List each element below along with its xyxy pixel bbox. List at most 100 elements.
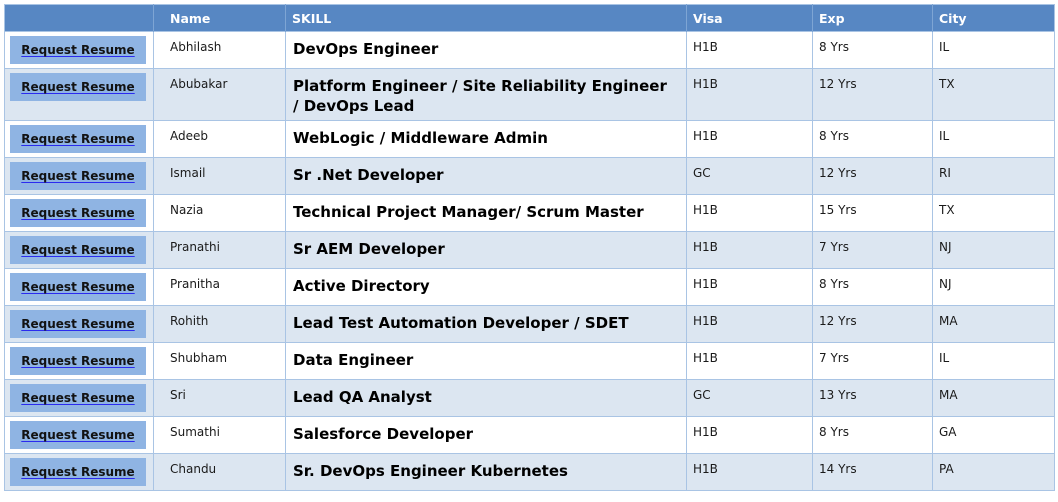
- visa-cell: H1B: [686, 268, 813, 306]
- name-cell: Pranitha: [153, 268, 286, 306]
- visa-cell: H1B: [686, 194, 813, 232]
- column-header-action: [4, 4, 154, 32]
- request-resume-cell: Request Resume: [4, 194, 154, 232]
- column-header-visa: Visa: [686, 4, 813, 32]
- skill-cell: Data Engineer: [285, 342, 687, 380]
- skill-cell: WebLogic / Middleware Admin: [285, 120, 687, 158]
- exp-cell: 12 Yrs: [812, 305, 933, 343]
- name-cell: Sumathi: [153, 416, 286, 454]
- visa-cell: H1B: [686, 68, 813, 121]
- request-resume-cell: Request Resume: [4, 31, 154, 69]
- exp-cell: 14 Yrs: [812, 453, 933, 491]
- request-resume-cell: Request Resume: [4, 416, 154, 454]
- name-cell: Pranathi: [153, 231, 286, 269]
- skill-cell: DevOps Engineer: [285, 31, 687, 69]
- visa-cell: H1B: [686, 305, 813, 343]
- table-row: Request Resume Shubham Data Engineer H1B…: [4, 342, 1055, 380]
- skill-cell: Technical Project Manager/ Scrum Master: [285, 194, 687, 232]
- request-resume-cell: Request Resume: [4, 268, 154, 306]
- name-cell: Nazia: [153, 194, 286, 232]
- skill-cell: Sr .Net Developer: [285, 157, 687, 195]
- city-cell: GA: [932, 416, 1055, 454]
- table-row: Request Resume Chandu Sr. DevOps Enginee…: [4, 453, 1055, 491]
- request-resume-cell: Request Resume: [4, 157, 154, 195]
- skill-cell: Platform Engineer / Site Reliability Eng…: [285, 68, 687, 121]
- exp-cell: 8 Yrs: [812, 268, 933, 306]
- visa-cell: H1B: [686, 31, 813, 69]
- table-row: Request Resume Pranathi Sr AEM Developer…: [4, 231, 1055, 269]
- column-header-skill: SKILL: [285, 4, 687, 32]
- request-resume-button[interactable]: Request Resume: [10, 347, 146, 375]
- skill-cell: Active Directory: [285, 268, 687, 306]
- name-cell: Sri: [153, 379, 286, 417]
- table-row: Request Resume Adeeb WebLogic / Middlewa…: [4, 120, 1055, 158]
- request-resume-button[interactable]: Request Resume: [10, 162, 146, 190]
- request-resume-cell: Request Resume: [4, 379, 154, 417]
- request-resume-button[interactable]: Request Resume: [10, 125, 146, 153]
- table-row: Request Resume Rohith Lead Test Automati…: [4, 305, 1055, 343]
- city-cell: TX: [932, 194, 1055, 232]
- name-cell: Chandu: [153, 453, 286, 491]
- request-resume-button[interactable]: Request Resume: [10, 384, 146, 412]
- skill-cell: Sr AEM Developer: [285, 231, 687, 269]
- visa-cell: H1B: [686, 416, 813, 454]
- city-cell: IL: [932, 120, 1055, 158]
- request-resume-button[interactable]: Request Resume: [10, 199, 146, 227]
- table-row: Request Resume Abubakar Platform Enginee…: [4, 68, 1055, 121]
- visa-cell: H1B: [686, 120, 813, 158]
- city-cell: RI: [932, 157, 1055, 195]
- exp-cell: 7 Yrs: [812, 342, 933, 380]
- city-cell: MA: [932, 305, 1055, 343]
- table-row: Request Resume Pranitha Active Directory…: [4, 268, 1055, 306]
- column-header-city: City: [932, 4, 1055, 32]
- exp-cell: 8 Yrs: [812, 120, 933, 158]
- visa-cell: H1B: [686, 342, 813, 380]
- table-row: Request Resume Sri Lead QA Analyst GC 13…: [4, 379, 1055, 417]
- name-cell: Rohith: [153, 305, 286, 343]
- exp-cell: 8 Yrs: [812, 416, 933, 454]
- candidates-table: Name SKILL Visa Exp City Request Resume …: [4, 4, 1055, 491]
- request-resume-button[interactable]: Request Resume: [10, 73, 146, 101]
- request-resume-cell: Request Resume: [4, 68, 154, 121]
- request-resume-cell: Request Resume: [4, 120, 154, 158]
- exp-cell: 7 Yrs: [812, 231, 933, 269]
- exp-cell: 8 Yrs: [812, 31, 933, 69]
- column-header-name: Name: [153, 4, 286, 32]
- exp-cell: 15 Yrs: [812, 194, 933, 232]
- table-body: Request Resume Abhilash DevOps Engineer …: [4, 31, 1055, 491]
- skill-cell: Salesforce Developer: [285, 416, 687, 454]
- request-resume-cell: Request Resume: [4, 342, 154, 380]
- column-header-exp: Exp: [812, 4, 933, 32]
- request-resume-button[interactable]: Request Resume: [10, 273, 146, 301]
- request-resume-button[interactable]: Request Resume: [10, 36, 146, 64]
- name-cell: Abhilash: [153, 31, 286, 69]
- table-row: Request Resume Sumathi Salesforce Develo…: [4, 416, 1055, 454]
- request-resume-button[interactable]: Request Resume: [10, 458, 146, 486]
- name-cell: Shubham: [153, 342, 286, 380]
- skill-cell: Lead QA Analyst: [285, 379, 687, 417]
- visa-cell: H1B: [686, 231, 813, 269]
- name-cell: Ismail: [153, 157, 286, 195]
- city-cell: TX: [932, 68, 1055, 121]
- visa-cell: GC: [686, 157, 813, 195]
- skill-cell: Lead Test Automation Developer / SDET: [285, 305, 687, 343]
- table-row: Request Resume Ismail Sr .Net Developer …: [4, 157, 1055, 195]
- request-resume-cell: Request Resume: [4, 231, 154, 269]
- visa-cell: GC: [686, 379, 813, 417]
- request-resume-button[interactable]: Request Resume: [10, 421, 146, 449]
- table-header-row: Name SKILL Visa Exp City: [4, 4, 1055, 32]
- skill-cell: Sr. DevOps Engineer Kubernetes: [285, 453, 687, 491]
- request-resume-button[interactable]: Request Resume: [10, 310, 146, 338]
- exp-cell: 12 Yrs: [812, 68, 933, 121]
- table-row: Request Resume Nazia Technical Project M…: [4, 194, 1055, 232]
- visa-cell: H1B: [686, 453, 813, 491]
- name-cell: Adeeb: [153, 120, 286, 158]
- request-resume-button[interactable]: Request Resume: [10, 236, 146, 264]
- name-cell: Abubakar: [153, 68, 286, 121]
- city-cell: PA: [932, 453, 1055, 491]
- city-cell: MA: [932, 379, 1055, 417]
- city-cell: IL: [932, 342, 1055, 380]
- request-resume-cell: Request Resume: [4, 453, 154, 491]
- table-row: Request Resume Abhilash DevOps Engineer …: [4, 31, 1055, 69]
